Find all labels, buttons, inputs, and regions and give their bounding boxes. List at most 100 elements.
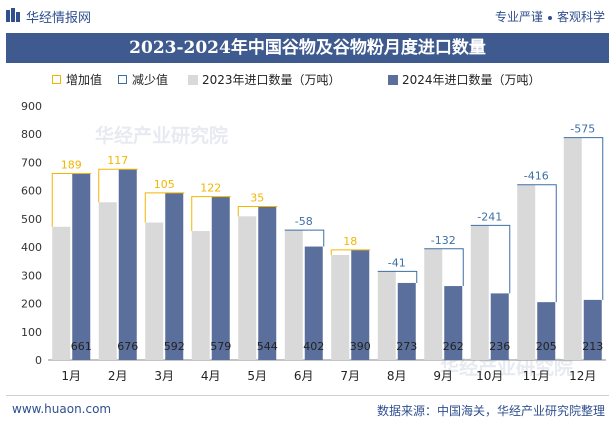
y-tick-label: 200 <box>21 298 42 311</box>
change-label: -241 <box>477 210 502 223</box>
bar-2024 <box>118 169 137 360</box>
value-label-2024: 390 <box>350 340 371 353</box>
legend-label-increase: 增加值 <box>66 73 103 87</box>
increase-bracket <box>144 192 185 223</box>
logo-icon <box>6 8 20 22</box>
bar-2023 <box>563 137 582 360</box>
legend-swatch-increase <box>52 75 61 84</box>
value-label-2024: 262 <box>443 340 464 353</box>
bar-2024 <box>351 249 370 360</box>
x-tick-label: 9月 <box>433 369 453 383</box>
change-label: 122 <box>200 182 221 195</box>
y-tick-label: 900 <box>21 100 42 113</box>
bar-2024 <box>444 286 463 360</box>
value-label-2024: 661 <box>71 340 92 353</box>
x-tick-label: 5月 <box>247 369 267 383</box>
x-tick-label: 3月 <box>154 369 174 383</box>
change-label: 117 <box>107 154 128 167</box>
value-label-2024: 579 <box>210 340 231 353</box>
x-tick-label: 11月 <box>523 369 550 383</box>
x-tick-label: 6月 <box>294 369 314 383</box>
footer-website: www.huaon.com <box>12 402 112 416</box>
value-label-2024: 236 <box>489 340 510 353</box>
increase-bracket <box>98 168 138 203</box>
bar-2024 <box>397 282 416 360</box>
title-bar: 2023-2024年中国谷物及谷物粉月度进口数量 <box>6 33 609 63</box>
change-label: 35 <box>250 191 264 204</box>
bar-2023 <box>145 222 164 360</box>
increase-bracket <box>51 172 92 227</box>
value-label-2024: 205 <box>536 340 557 353</box>
legend-label-2023: 2023年进口数量（万吨） <box>202 73 341 87</box>
bar-2024 <box>490 293 509 360</box>
decrease-bracket <box>563 137 604 300</box>
y-tick-label: 100 <box>21 326 42 339</box>
slogan-right: 客观科学 <box>556 10 605 24</box>
value-label-2024: 402 <box>303 340 324 353</box>
x-tick-label: 7月 <box>340 369 360 383</box>
y-tick-label: 300 <box>21 269 42 282</box>
value-label-2024: 544 <box>257 340 278 353</box>
value-label-2024: 676 <box>117 340 138 353</box>
watermark-text: 华经产业研究院 <box>95 124 228 147</box>
watermark-text-bottom: 华经产业研究院 <box>440 356 573 379</box>
chart-title: 2023-2024年中国谷物及谷物粉月度进口数量 <box>129 38 486 58</box>
increase-bracket <box>191 196 231 232</box>
slogan-dot <box>547 15 552 20</box>
change-label: 105 <box>154 178 175 191</box>
footer-source: 数据来源：中国海关，华经产业研究院整理 <box>376 404 605 418</box>
slogan-left: 专业严谨 <box>494 10 543 24</box>
bar-2024 <box>304 246 323 360</box>
change-label: -41 <box>388 256 406 269</box>
change-label: -416 <box>524 170 549 183</box>
legend-label-decrease: 减少值 <box>132 73 169 87</box>
decrease-bracket <box>284 229 325 247</box>
legend-label-2024: 2024年进口数量（万吨） <box>402 73 541 87</box>
x-tick-label: 12月 <box>569 369 596 383</box>
legend-swatch-2024 <box>388 75 398 85</box>
legend-swatch-2023 <box>188 75 198 85</box>
decrease-bracket <box>377 270 418 283</box>
bar-2024 <box>258 206 277 360</box>
bar-2023 <box>98 202 117 360</box>
slogan: 专业严谨 客观科学 <box>495 8 605 25</box>
change-label: 18 <box>343 235 357 248</box>
bar-2023 <box>331 255 350 360</box>
decrease-bracket <box>470 224 511 294</box>
y-tick-label: 400 <box>21 241 42 254</box>
bar-2023 <box>52 226 71 360</box>
value-label-2024: 273 <box>396 340 417 353</box>
y-tick-label: 600 <box>21 185 42 198</box>
bar-2023 <box>377 271 396 360</box>
change-label: -58 <box>295 215 313 228</box>
value-label-2024: 213 <box>582 340 603 353</box>
bar-2023 <box>424 248 443 360</box>
y-tick-label: 800 <box>21 128 42 141</box>
x-tick-label: 8月 <box>387 369 407 383</box>
site-name: 华经情报网 <box>26 11 92 26</box>
x-tick-label: 1月 <box>61 369 81 383</box>
x-tick-label: 10月 <box>476 369 503 383</box>
footer-divider <box>6 395 609 396</box>
bar-2024 <box>537 302 556 360</box>
x-tick-label: 4月 <box>201 369 221 383</box>
y-tick-label: 0 <box>35 354 42 367</box>
change-label: -575 <box>570 123 595 136</box>
change-label: -132 <box>431 234 456 247</box>
increase-bracket <box>330 249 371 256</box>
bar-2023 <box>191 231 210 360</box>
bar-2023 <box>470 225 489 360</box>
y-tick-label: 500 <box>21 213 42 226</box>
value-label-2024: 592 <box>164 340 185 353</box>
bar-2023 <box>238 216 257 360</box>
top-bar: 华经情报网 专业严谨 客观科学 <box>0 0 615 30</box>
bar-chart: 华经产业研究院华经产业研究院01002003004005006007008009… <box>21 100 606 383</box>
y-tick-label: 700 <box>21 156 42 169</box>
decrease-bracket <box>517 184 557 303</box>
bar-2024 <box>72 173 91 360</box>
decrease-bracket <box>424 248 464 287</box>
legend-swatch-decrease <box>118 75 127 84</box>
bar-2023 <box>517 184 536 360</box>
x-tick-label: 2月 <box>108 369 128 383</box>
bar-2024 <box>211 196 230 360</box>
